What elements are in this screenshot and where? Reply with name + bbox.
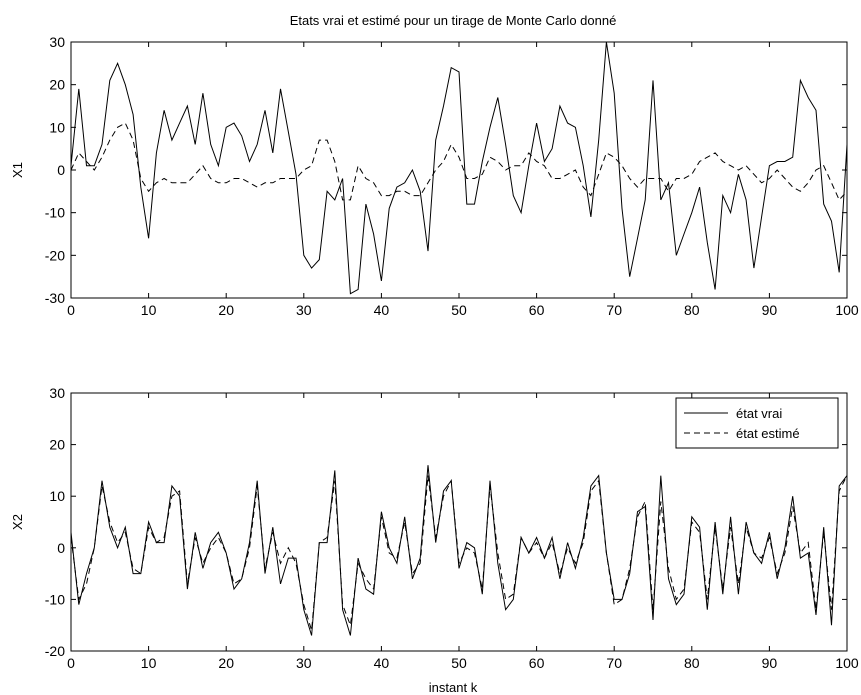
y-tick-label: 20 xyxy=(49,77,65,93)
legend: état vrai état estimé xyxy=(675,397,839,449)
y-tick-label: -10 xyxy=(45,591,65,607)
x-tick-label: 100 xyxy=(835,302,859,318)
x-tick-label: 80 xyxy=(684,302,700,318)
x-tick-label: 0 xyxy=(67,655,75,671)
true-state-line xyxy=(71,465,847,636)
y-tick-label: -20 xyxy=(45,643,65,659)
x-tick-label: 30 xyxy=(296,302,312,318)
y-tick-label: -30 xyxy=(45,290,65,306)
x-tick-label: 10 xyxy=(141,302,157,318)
axes-frame xyxy=(70,41,848,299)
x-tick-label: 50 xyxy=(451,655,467,671)
x-tick-label: 90 xyxy=(762,302,778,318)
x-tick-label: 40 xyxy=(374,302,390,318)
x-tick-label: 30 xyxy=(296,655,312,671)
x-tick-label: 100 xyxy=(835,655,859,671)
y-tick-label: 10 xyxy=(49,119,65,135)
y-tick-label: 30 xyxy=(49,34,65,50)
y-tick-label: -20 xyxy=(45,247,65,263)
y-axis-label: X2 xyxy=(10,514,25,530)
y-tick-label: 10 xyxy=(49,488,65,504)
chart-title: Etats vrai et estimé pour un tirage de M… xyxy=(290,13,617,28)
legend-label: état estimé xyxy=(736,426,800,441)
x-tick-label: 40 xyxy=(374,655,390,671)
estimated-state-line xyxy=(71,475,847,631)
true-state-line xyxy=(71,42,847,295)
x-tick-label: 70 xyxy=(606,302,622,318)
y-tick-label: 0 xyxy=(57,162,65,178)
y-tick-label: 0 xyxy=(57,540,65,556)
y-tick-label: 30 xyxy=(49,385,65,401)
legend-box xyxy=(675,397,839,449)
x-tick-label: 0 xyxy=(67,302,75,318)
x-tick-label: 50 xyxy=(451,302,467,318)
y-axis-label: X1 xyxy=(10,162,25,178)
y-tick-label: -10 xyxy=(45,205,65,221)
plot-x1: 0 10 20 30 40 50 60 70 80 90 100 -30 -20 -10 0 10 20 30 X1 xyxy=(10,34,859,318)
estimated-state-line xyxy=(71,122,847,201)
x-axis-label: instant k xyxy=(429,680,478,695)
x-tick-label: 80 xyxy=(684,655,700,671)
x-tick-label: 20 xyxy=(218,302,234,318)
x-tick-label: 10 xyxy=(141,655,157,671)
x-tick-label: 60 xyxy=(529,302,545,318)
y-tick-label: 20 xyxy=(49,437,65,453)
x-tick-label: 20 xyxy=(218,655,234,671)
plot-x2: 0 10 20 30 40 50 60 70 80 90 100 -20 -10 0 10 20 30 X2 xyxy=(10,385,859,671)
x-tick-label: 60 xyxy=(529,655,545,671)
legend-label: état vrai xyxy=(736,406,782,421)
x-tick-label: 70 xyxy=(606,655,622,671)
x-tick-label: 90 xyxy=(762,655,778,671)
